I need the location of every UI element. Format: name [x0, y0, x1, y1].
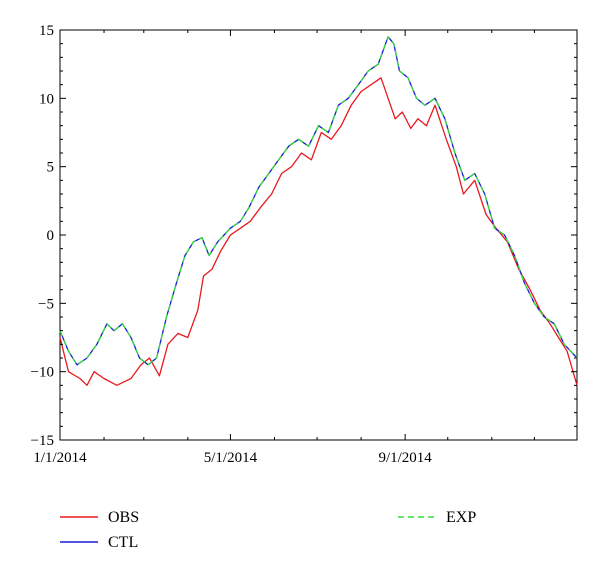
series-line-exp	[59, 36, 578, 366]
y-tick-label: 10	[39, 91, 54, 107]
legend-label-ctl: CTL	[108, 534, 138, 551]
series-line-ctl	[59, 36, 578, 366]
ticks-layer: 15 10 5 0 −5 −10 −151/1/2014 5/1/2014 9/1/2014	[31, 23, 577, 466]
x-tick-label: 1/1/2014	[33, 450, 87, 466]
series-line-obs	[59, 77, 578, 386]
y-tick-label: 15	[39, 23, 54, 39]
legend-label-obs: OBS	[108, 509, 139, 526]
legend-label-exp: EXP	[446, 509, 476, 526]
y-tick-label: 5	[47, 160, 55, 176]
y-tick-label: −10	[31, 365, 54, 381]
y-tick-label: −5	[38, 296, 54, 312]
y-tick-label: 0	[47, 228, 55, 244]
legend: OBS CTL EXP	[60, 509, 476, 551]
x-tick-label: 5/1/2014	[204, 450, 258, 466]
y-tick-label: −15	[31, 433, 54, 449]
plot-frame	[59, 29, 578, 441]
series-layer	[59, 36, 578, 386]
x-tick-label: 9/1/2014	[378, 450, 432, 466]
